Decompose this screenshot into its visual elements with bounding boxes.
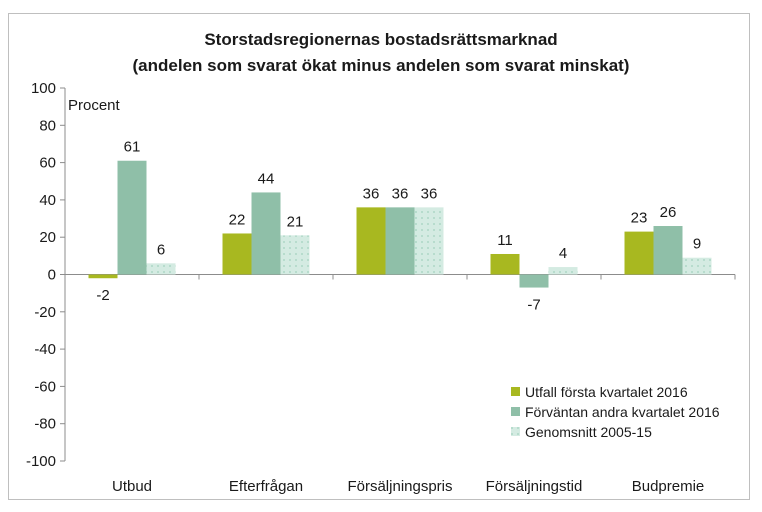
legend-entry: Utfall första kvartalet 2016 <box>525 384 688 400</box>
chart-title: Storstadsregionernas bostadsrättsmarknad <box>204 30 557 49</box>
bar <box>519 274 549 288</box>
bars <box>88 160 712 288</box>
data-label: 61 <box>124 139 141 156</box>
data-label: 9 <box>693 236 701 253</box>
legend-swatch <box>511 427 520 436</box>
y-tick-label: -20 <box>34 304 56 321</box>
data-label: 26 <box>660 204 677 221</box>
y-tick-labels: 100 80 60 40 20 0 -20 -40 -60 -80 -100 <box>26 80 56 470</box>
data-label: -7 <box>527 297 540 314</box>
bar <box>222 233 252 275</box>
data-label: 22 <box>229 211 246 228</box>
data-labels: -2 61 6 22 44 21 36 36 36 11 -7 4 23 26 9 <box>96 139 701 314</box>
y-tick-label: 60 <box>39 155 56 172</box>
bar <box>414 207 444 275</box>
chart-subtitle: (andelen som svarat ökat minus andelen s… <box>133 56 630 75</box>
legend-swatch <box>511 387 520 396</box>
category-label: Utbud <box>112 478 152 495</box>
bar <box>146 263 176 275</box>
bar <box>653 226 683 275</box>
legend-entry: Förväntan andra kvartalet 2016 <box>525 404 720 420</box>
bar <box>356 207 386 275</box>
data-label: 36 <box>363 185 380 202</box>
category-label: Budpremie <box>632 478 705 495</box>
bar <box>280 235 310 275</box>
y-axis-unit-label: Procent <box>68 97 121 114</box>
data-label: -2 <box>96 287 109 304</box>
data-label: 21 <box>287 213 304 230</box>
data-label: 4 <box>559 245 567 262</box>
bar <box>385 207 415 275</box>
data-label: 44 <box>258 170 275 187</box>
y-tick-label: -100 <box>26 453 56 470</box>
category-label: Efterfrågan <box>229 478 303 495</box>
y-tick-label: 0 <box>48 267 56 284</box>
bar <box>548 267 578 275</box>
y-tick-label: -80 <box>34 416 56 433</box>
bar <box>624 231 654 275</box>
bar <box>490 253 520 275</box>
y-tick-label: 20 <box>39 229 56 246</box>
data-label: 36 <box>421 185 438 202</box>
category-label: Försäljningstid <box>486 478 583 495</box>
bar <box>682 257 712 275</box>
y-tick-label: -60 <box>34 378 56 395</box>
data-label: 6 <box>157 241 165 258</box>
bar <box>251 192 281 275</box>
y-tick-label: -40 <box>34 341 56 358</box>
legend-entry: Genomsnitt 2005-15 <box>525 424 652 440</box>
bar <box>88 274 118 279</box>
y-tick-label: 100 <box>31 80 56 97</box>
bar <box>117 160 147 275</box>
data-label: 23 <box>631 210 648 227</box>
legend: Utfall första kvartalet 2016 Förväntan an… <box>511 384 720 440</box>
data-label: 36 <box>392 185 409 202</box>
category-label: Försäljningspris <box>347 478 452 495</box>
y-tick-label: 40 <box>39 192 56 209</box>
y-tick-label: 80 <box>39 117 56 134</box>
data-label: 11 <box>497 232 513 249</box>
legend-swatch <box>511 407 520 416</box>
category-labels: Utbud Efterfrågan Försäljningspris Försäljn… <box>112 478 704 495</box>
